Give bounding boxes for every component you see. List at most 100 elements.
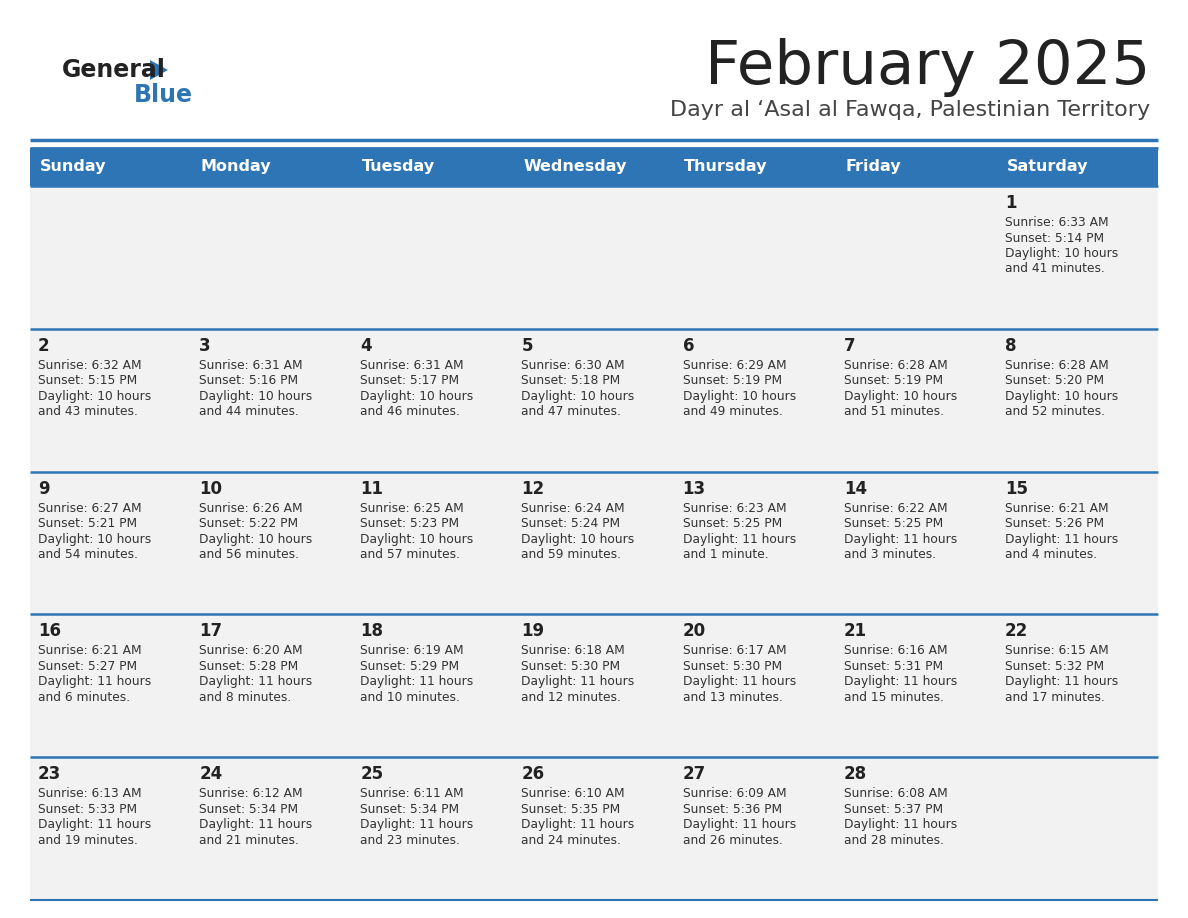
Text: Sunset: 5:33 PM: Sunset: 5:33 PM: [38, 802, 137, 816]
Text: Sunset: 5:15 PM: Sunset: 5:15 PM: [38, 375, 138, 387]
Text: Daylight: 10 hours: Daylight: 10 hours: [38, 532, 151, 545]
Text: and 1 minute.: and 1 minute.: [683, 548, 769, 561]
Text: and 44 minutes.: and 44 minutes.: [200, 406, 299, 419]
Text: Sunset: 5:30 PM: Sunset: 5:30 PM: [683, 660, 782, 673]
Bar: [675, 614, 835, 757]
Text: 27: 27: [683, 766, 706, 783]
Text: Sunset: 5:24 PM: Sunset: 5:24 PM: [522, 517, 620, 530]
Text: Daylight: 10 hours: Daylight: 10 hours: [1005, 247, 1118, 260]
Text: Sunset: 5:22 PM: Sunset: 5:22 PM: [200, 517, 298, 530]
Text: Sunrise: 6:28 AM: Sunrise: 6:28 AM: [843, 359, 948, 372]
Text: and 46 minutes.: and 46 minutes.: [360, 406, 460, 419]
Text: 12: 12: [522, 479, 544, 498]
Bar: [513, 472, 675, 614]
Text: 6: 6: [683, 337, 694, 354]
Text: Sunset: 5:30 PM: Sunset: 5:30 PM: [522, 660, 620, 673]
Text: Sunrise: 6:13 AM: Sunrise: 6:13 AM: [38, 788, 141, 800]
Text: Daylight: 10 hours: Daylight: 10 hours: [1005, 390, 1118, 403]
Text: and 6 minutes.: and 6 minutes.: [38, 691, 131, 704]
Text: Sunset: 5:19 PM: Sunset: 5:19 PM: [843, 375, 943, 387]
Bar: [513, 614, 675, 757]
Bar: [353, 186, 513, 329]
Text: Daylight: 10 hours: Daylight: 10 hours: [522, 532, 634, 545]
Bar: [997, 329, 1158, 472]
Text: Daylight: 11 hours: Daylight: 11 hours: [200, 676, 312, 688]
Bar: [997, 757, 1158, 900]
Text: Sunrise: 6:26 AM: Sunrise: 6:26 AM: [200, 501, 303, 515]
Text: Sunrise: 6:23 AM: Sunrise: 6:23 AM: [683, 501, 786, 515]
Text: Daylight: 11 hours: Daylight: 11 hours: [360, 818, 474, 831]
Text: 26: 26: [522, 766, 544, 783]
Text: Sunrise: 6:33 AM: Sunrise: 6:33 AM: [1005, 216, 1108, 229]
Text: Sunrise: 6:10 AM: Sunrise: 6:10 AM: [522, 788, 625, 800]
Text: 7: 7: [843, 337, 855, 354]
Text: Sunset: 5:31 PM: Sunset: 5:31 PM: [843, 660, 943, 673]
Text: and 12 minutes.: and 12 minutes.: [522, 691, 621, 704]
Bar: [835, 329, 997, 472]
Text: 22: 22: [1005, 622, 1028, 641]
Text: Sunset: 5:18 PM: Sunset: 5:18 PM: [522, 375, 620, 387]
Text: 25: 25: [360, 766, 384, 783]
Text: Sunset: 5:14 PM: Sunset: 5:14 PM: [1005, 231, 1104, 244]
Text: Sunset: 5:27 PM: Sunset: 5:27 PM: [38, 660, 137, 673]
Text: 24: 24: [200, 766, 222, 783]
Text: Sunset: 5:25 PM: Sunset: 5:25 PM: [683, 517, 782, 530]
Text: Daylight: 11 hours: Daylight: 11 hours: [843, 676, 958, 688]
Text: Sunrise: 6:17 AM: Sunrise: 6:17 AM: [683, 644, 786, 657]
Text: 1: 1: [1005, 194, 1017, 212]
Bar: [30, 186, 191, 329]
Text: Sunset: 5:26 PM: Sunset: 5:26 PM: [1005, 517, 1104, 530]
Text: Wednesday: Wednesday: [523, 160, 626, 174]
Bar: [997, 148, 1158, 186]
Bar: [675, 472, 835, 614]
Text: Daylight: 10 hours: Daylight: 10 hours: [200, 390, 312, 403]
Text: Sunrise: 6:29 AM: Sunrise: 6:29 AM: [683, 359, 786, 372]
Text: 16: 16: [38, 622, 61, 641]
Bar: [30, 757, 191, 900]
Text: Sunrise: 6:28 AM: Sunrise: 6:28 AM: [1005, 359, 1108, 372]
Text: Daylight: 11 hours: Daylight: 11 hours: [1005, 532, 1118, 545]
Text: and 43 minutes.: and 43 minutes.: [38, 406, 138, 419]
Text: 11: 11: [360, 479, 384, 498]
Bar: [835, 614, 997, 757]
Bar: [835, 472, 997, 614]
Text: Sunday: Sunday: [39, 160, 106, 174]
Text: 3: 3: [200, 337, 210, 354]
Text: 9: 9: [38, 479, 50, 498]
Text: Sunrise: 6:09 AM: Sunrise: 6:09 AM: [683, 788, 786, 800]
Bar: [997, 614, 1158, 757]
Bar: [353, 757, 513, 900]
Text: Sunrise: 6:18 AM: Sunrise: 6:18 AM: [522, 644, 625, 657]
Text: Daylight: 11 hours: Daylight: 11 hours: [522, 818, 634, 831]
Bar: [353, 329, 513, 472]
Text: 19: 19: [522, 622, 544, 641]
Bar: [835, 757, 997, 900]
Text: Sunrise: 6:19 AM: Sunrise: 6:19 AM: [360, 644, 463, 657]
Text: Tuesday: Tuesday: [362, 160, 435, 174]
Text: and 57 minutes.: and 57 minutes.: [360, 548, 460, 561]
Bar: [191, 186, 353, 329]
Bar: [30, 614, 191, 757]
Bar: [675, 186, 835, 329]
Text: Sunrise: 6:31 AM: Sunrise: 6:31 AM: [200, 359, 303, 372]
Text: Daylight: 11 hours: Daylight: 11 hours: [683, 818, 796, 831]
Bar: [191, 472, 353, 614]
Text: Daylight: 10 hours: Daylight: 10 hours: [38, 390, 151, 403]
Text: Sunset: 5:23 PM: Sunset: 5:23 PM: [360, 517, 460, 530]
Text: Sunset: 5:17 PM: Sunset: 5:17 PM: [360, 375, 460, 387]
Text: and 3 minutes.: and 3 minutes.: [843, 548, 936, 561]
Text: Sunset: 5:36 PM: Sunset: 5:36 PM: [683, 802, 782, 816]
Text: Daylight: 11 hours: Daylight: 11 hours: [683, 532, 796, 545]
Text: 5: 5: [522, 337, 533, 354]
Text: Sunrise: 6:32 AM: Sunrise: 6:32 AM: [38, 359, 141, 372]
Text: General: General: [62, 58, 166, 82]
Text: 13: 13: [683, 479, 706, 498]
Text: and 24 minutes.: and 24 minutes.: [522, 834, 621, 846]
Bar: [191, 614, 353, 757]
Text: Sunset: 5:29 PM: Sunset: 5:29 PM: [360, 660, 460, 673]
Text: Daylight: 11 hours: Daylight: 11 hours: [200, 818, 312, 831]
Bar: [353, 472, 513, 614]
Text: Sunrise: 6:21 AM: Sunrise: 6:21 AM: [1005, 501, 1108, 515]
Bar: [513, 329, 675, 472]
Text: Sunset: 5:21 PM: Sunset: 5:21 PM: [38, 517, 137, 530]
